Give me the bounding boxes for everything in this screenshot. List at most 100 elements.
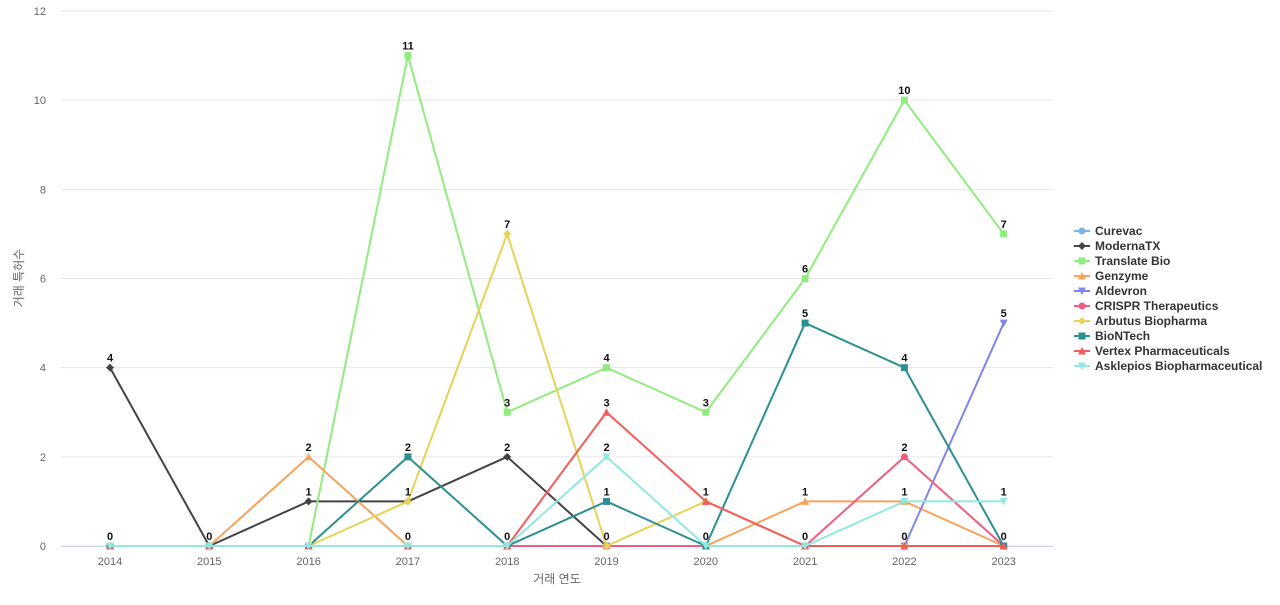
- series-vertex-pharmaceuticals: [106, 408, 1008, 550]
- data-label-vertex-pharmaceuticals: 0: [802, 531, 808, 543]
- legend-item-biontech[interactable]: BioNTech: [1074, 329, 1150, 343]
- y-tick-label: 0: [40, 541, 46, 553]
- series-line-vertex-pharmaceuticals: [110, 411, 1004, 547]
- series-translate-bio: [106, 52, 1008, 550]
- legend-label: Aldevron: [1095, 284, 1147, 298]
- series-line-arbutus-biopharma: [110, 232, 1004, 547]
- data-label-crispr-therapeutics: 2: [901, 442, 907, 454]
- data-point-genzyme[interactable]: [304, 452, 313, 461]
- data-point-vertex-pharmaceuticals[interactable]: [701, 497, 710, 505]
- data-label-biontech: 1: [603, 486, 609, 498]
- data-label-biontech: 0: [1001, 531, 1007, 543]
- legend-item-genzyme[interactable]: Genzyme: [1074, 269, 1149, 283]
- legend-label: Genzyme: [1095, 269, 1149, 283]
- legend-label: BioNTech: [1095, 329, 1150, 343]
- data-point-translate-bio[interactable]: [702, 408, 710, 416]
- data-label-genzyme: 2: [306, 442, 312, 454]
- data-label-aldevron: 0: [901, 531, 907, 543]
- data-point-vertex-pharmaceuticals[interactable]: [900, 542, 909, 550]
- data-point-biontech[interactable]: [603, 497, 610, 505]
- legend-marker[interactable]: [1078, 272, 1086, 280]
- legend-item-translate-bio[interactable]: Translate Bio: [1074, 254, 1170, 268]
- data-label-biontech: 5: [802, 308, 808, 320]
- x-tick-label: 2021: [793, 556, 817, 568]
- data-point-asklepios-biopharmaceutical[interactable]: [900, 497, 909, 506]
- data-point-asklepios-biopharmaceutical[interactable]: [503, 542, 512, 551]
- series-line-aldevron: [110, 322, 1005, 547]
- x-tick-label: 2018: [495, 556, 519, 568]
- data-label-biontech: 0: [504, 531, 510, 543]
- legend-marker[interactable]: [1078, 347, 1086, 355]
- data-point-aldevron[interactable]: [999, 319, 1008, 328]
- legend-marker[interactable]: [1078, 317, 1086, 325]
- data-point-crispr-therapeutics[interactable]: [900, 453, 908, 461]
- legend-marker[interactable]: [1078, 257, 1086, 265]
- legend-item-crispr-therapeutics[interactable]: CRISPR Therapeutics: [1074, 299, 1219, 313]
- data-label-modernatx: 0: [206, 531, 212, 543]
- data-point-modernatx[interactable]: [503, 452, 512, 461]
- legend-item-asklepios-biopharmaceutical[interactable]: Asklepios Biopharmaceutical: [1074, 359, 1262, 373]
- data-point-asklepios-biopharmaceutical[interactable]: [801, 542, 810, 551]
- data-label-vertex-pharmaceuticals: 3: [603, 397, 609, 409]
- data-label-biontech: 0: [703, 531, 709, 543]
- data-point-translate-bio[interactable]: [1000, 230, 1008, 238]
- data-point-asklepios-biopharmaceutical[interactable]: [701, 542, 710, 551]
- series-line-biontech: [110, 322, 1005, 547]
- x-tick-label: 2017: [396, 556, 420, 568]
- data-point-asklepios-biopharmaceutical[interactable]: [106, 542, 114, 551]
- legend-marker[interactable]: [1078, 302, 1086, 310]
- legend-item-vertex-pharmaceuticals[interactable]: Vertex Pharmaceuticals: [1074, 344, 1230, 358]
- legend-marker[interactable]: [1078, 242, 1086, 250]
- data-label-translate-bio: 3: [504, 397, 510, 409]
- legend-label: CRISPR Therapeutics: [1095, 299, 1219, 313]
- series-layer: [106, 52, 1008, 550]
- x-tick-label: 2015: [197, 556, 221, 568]
- data-label-translate-bio: 3: [703, 397, 709, 409]
- data-point-vertex-pharmaceuticals[interactable]: [602, 408, 611, 416]
- data-label-asklepios-biopharmaceutical: 0: [107, 531, 113, 543]
- data-point-translate-bio[interactable]: [503, 408, 511, 416]
- data-label-translate-bio: 10: [898, 85, 910, 97]
- data-point-translate-bio[interactable]: [603, 364, 610, 372]
- data-point-biontech[interactable]: [404, 453, 412, 461]
- legend-marker[interactable]: [1078, 227, 1086, 235]
- data-point-asklepios-biopharmaceutical[interactable]: [602, 453, 611, 461]
- data-point-translate-bio[interactable]: [801, 275, 809, 282]
- data-point-biontech[interactable]: [900, 364, 908, 372]
- legend-item-modernatx[interactable]: ModernaTX: [1074, 239, 1160, 253]
- data-point-arbutus-biopharma[interactable]: [602, 542, 611, 550]
- data-point-arbutus-biopharma[interactable]: [503, 229, 512, 238]
- legend-item-aldevron[interactable]: Aldevron: [1074, 284, 1147, 298]
- x-axis-title: 거래 연도: [533, 572, 581, 586]
- data-point-genzyme[interactable]: [801, 497, 810, 505]
- legend-item-curevac[interactable]: Curevac: [1074, 224, 1143, 238]
- legend-item-arbutus-biopharma[interactable]: Arbutus Biopharma: [1074, 314, 1207, 328]
- data-point-asklepios-biopharmaceutical[interactable]: [403, 542, 412, 551]
- y-tick-label: 10: [34, 95, 46, 107]
- data-label-vertex-pharmaceuticals: 1: [703, 486, 709, 498]
- x-tick-label: 2023: [991, 556, 1015, 568]
- data-label-asklepios-biopharmaceutical: 2: [603, 442, 609, 454]
- data-point-biontech[interactable]: [801, 319, 809, 327]
- y-tick-label: 12: [34, 6, 46, 18]
- data-point-translate-bio[interactable]: [900, 96, 908, 104]
- data-point-asklepios-biopharmaceutical[interactable]: [205, 542, 214, 551]
- data-point-arbutus-biopharma[interactable]: [403, 497, 412, 506]
- data-label-modernatx: 1: [306, 486, 312, 498]
- x-tick-label: 2019: [594, 556, 618, 568]
- data-point-modernatx[interactable]: [304, 497, 313, 506]
- legend-marker[interactable]: [1078, 287, 1086, 296]
- data-point-asklepios-biopharmaceutical[interactable]: [304, 542, 313, 551]
- data-point-modernatx[interactable]: [106, 363, 114, 372]
- data-label-genzyme: 0: [405, 531, 411, 543]
- data-point-vertex-pharmaceuticals[interactable]: [999, 542, 1008, 550]
- legend-marker[interactable]: [1078, 332, 1086, 340]
- data-label-biontech: 2: [405, 442, 411, 454]
- series-line-translate-bio: [110, 54, 1005, 547]
- data-point-asklepios-biopharmaceutical[interactable]: [999, 497, 1008, 506]
- legend-label: Arbutus Biopharma: [1095, 314, 1207, 328]
- legend-marker[interactable]: [1078, 362, 1086, 371]
- data-point-translate-bio[interactable]: [404, 52, 412, 60]
